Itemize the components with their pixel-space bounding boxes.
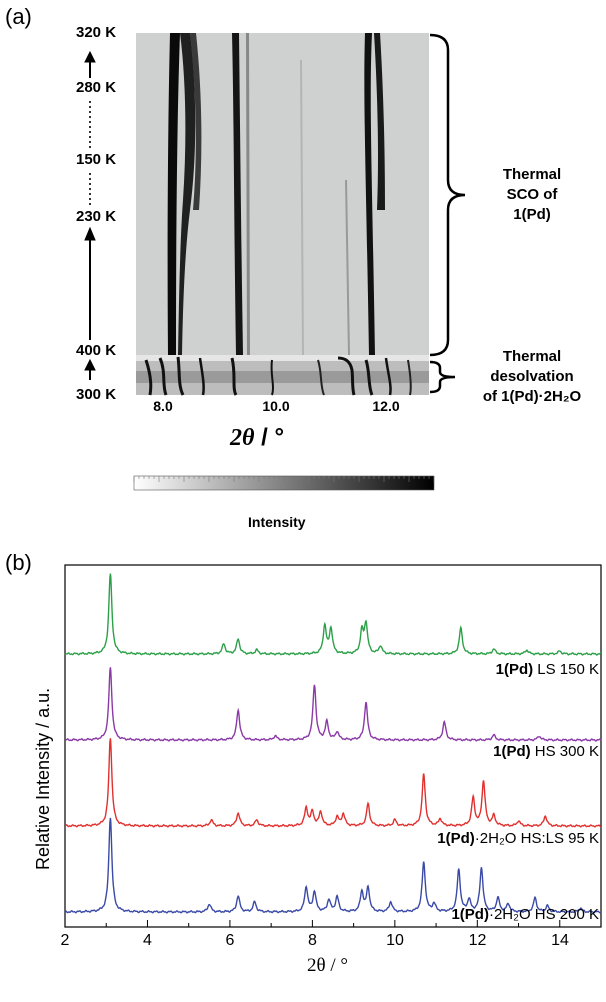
y-axis-label: Relative Intensity / a.u. (33, 687, 53, 870)
xtick-10: 10 (386, 932, 404, 949)
colorbar-label: Intensity (248, 514, 306, 530)
pattern-series-3 (65, 738, 602, 828)
pattern-label-hsls-95k: 1(Pd)·2H₂O HS:LS 95 K (437, 830, 599, 847)
pattern-lines (64, 573, 602, 914)
heatmap-xtick-10: 10.0 (262, 398, 290, 414)
temp-label-150: 150 K (76, 151, 117, 168)
pattern-series-2 (65, 667, 602, 742)
xtick-4: 4 (143, 932, 152, 949)
pattern-label-hs-200k: 1(Pd)·2H₂O HS 200 K (451, 906, 599, 923)
sco-bracket (429, 33, 466, 357)
temp-label-300: 300 K (76, 386, 117, 403)
xtick-6: 6 (225, 932, 235, 949)
sco-bands (167, 33, 385, 355)
pattern-label-hs-300k: 1(Pd) HS 300 K (493, 743, 599, 760)
temperature-axis (84, 50, 96, 380)
desolvation-strip (136, 355, 429, 396)
panel-b-label: (b) (5, 550, 32, 575)
xtick-12: 12 (468, 932, 487, 949)
sco-annotation: Thermal SCO of 1(Pd) (502, 166, 562, 223)
xtick-8: 8 (308, 932, 317, 949)
x-axis-ticks (64, 920, 602, 927)
pattern-series-4 (64, 817, 602, 914)
heatmap-x-title: 2θ / ° (230, 424, 285, 451)
temp-label-400: 400 K (76, 342, 117, 359)
pattern-series-1 (64, 573, 602, 656)
xtick-2: 2 (60, 932, 70, 949)
heatmap-xtick-8: 8.0 (153, 398, 173, 414)
xtick-14: 14 (551, 932, 569, 949)
panel-a-figure (84, 33, 466, 491)
heatmap-xtick-12: 12.0 (372, 398, 400, 414)
temp-label-230: 230 K (76, 208, 117, 225)
colorbar-ticks (133, 476, 435, 482)
temp-label-280: 280 K (76, 79, 117, 96)
temp-label-320: 320 K (76, 24, 117, 41)
pattern-label-ls-150k: 1(Pd) LS 150 K (495, 661, 599, 678)
plot-frame (64, 564, 602, 928)
desolvation-annotation: Thermal desolvation of 1(Pd)·2H₂O (482, 348, 582, 405)
x-axis-label: 2θ / ° (307, 955, 348, 976)
panel-a-label: (a) (5, 4, 32, 29)
desolvation-bracket (429, 360, 456, 394)
